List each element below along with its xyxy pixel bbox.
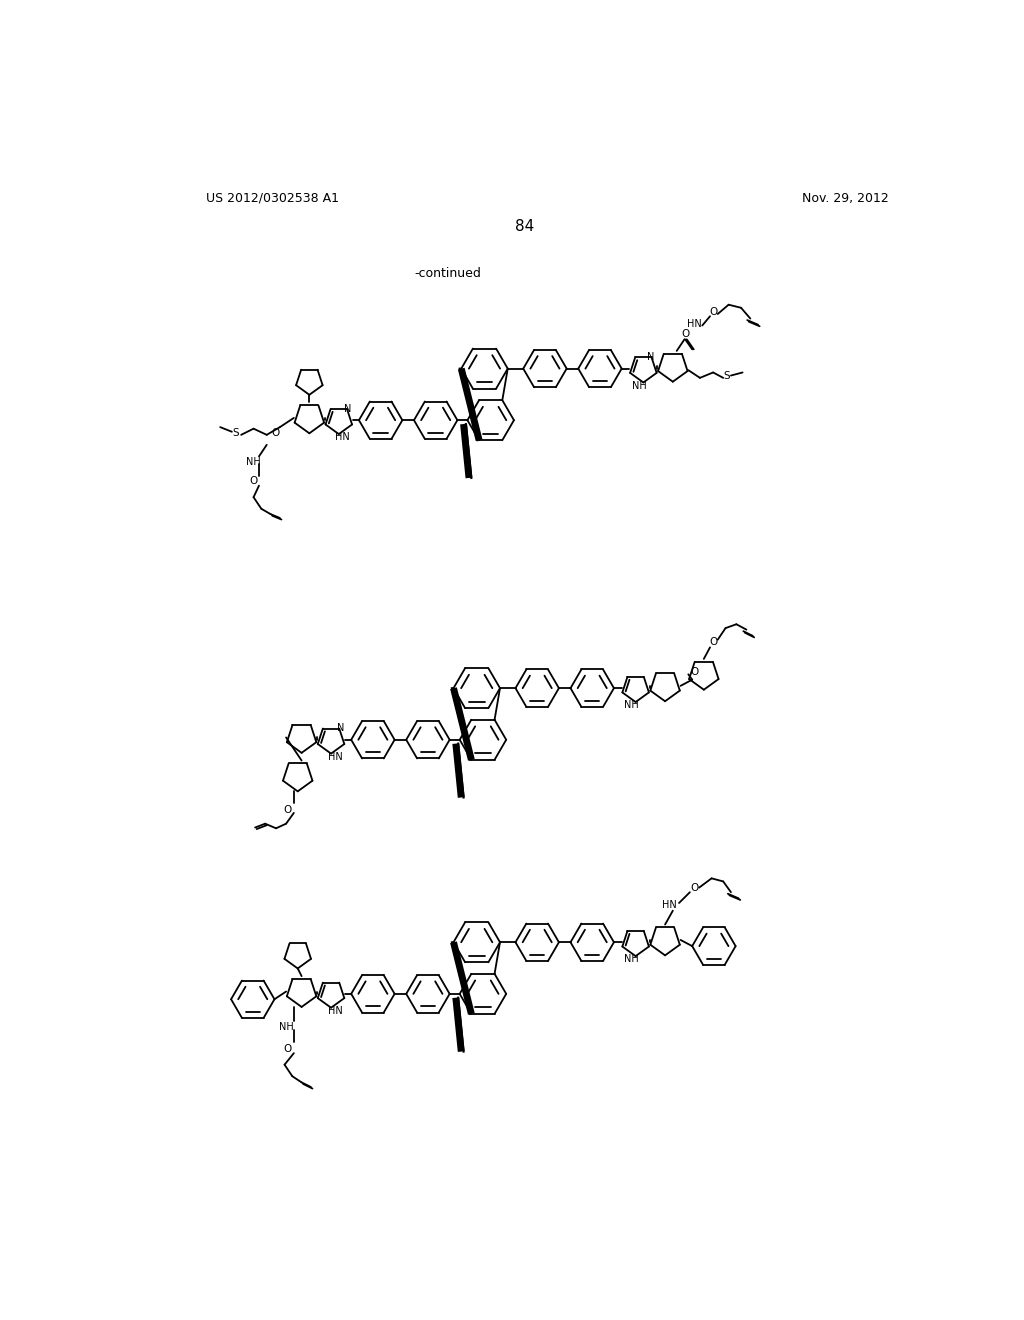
Text: O: O (709, 308, 717, 317)
Text: -continued: -continued (415, 268, 481, 280)
Text: O: O (709, 638, 717, 647)
Text: NH: NH (246, 457, 261, 467)
Text: N: N (647, 352, 654, 362)
Text: HN: HN (335, 432, 350, 442)
Text: O: O (250, 477, 258, 486)
Text: O: O (682, 329, 690, 339)
Text: O: O (284, 1044, 292, 1053)
Text: O: O (690, 883, 698, 892)
Text: 84: 84 (515, 219, 535, 234)
Text: N: N (337, 723, 344, 733)
Text: NH: NH (625, 700, 639, 710)
Text: O: O (690, 667, 698, 677)
Text: O: O (271, 428, 280, 438)
Text: HN: HN (328, 751, 342, 762)
Text: HN: HN (662, 899, 676, 909)
Text: N: N (344, 404, 352, 413)
Text: HN: HN (687, 319, 701, 329)
Text: S: S (724, 371, 730, 381)
Text: Nov. 29, 2012: Nov. 29, 2012 (802, 191, 889, 205)
Text: S: S (232, 428, 239, 438)
Text: HN: HN (328, 1006, 342, 1016)
Text: NH: NH (279, 1022, 294, 1032)
Text: O: O (284, 805, 292, 814)
Text: NH: NH (632, 380, 647, 391)
Text: NH: NH (625, 954, 639, 964)
Text: US 2012/0302538 A1: US 2012/0302538 A1 (206, 191, 339, 205)
